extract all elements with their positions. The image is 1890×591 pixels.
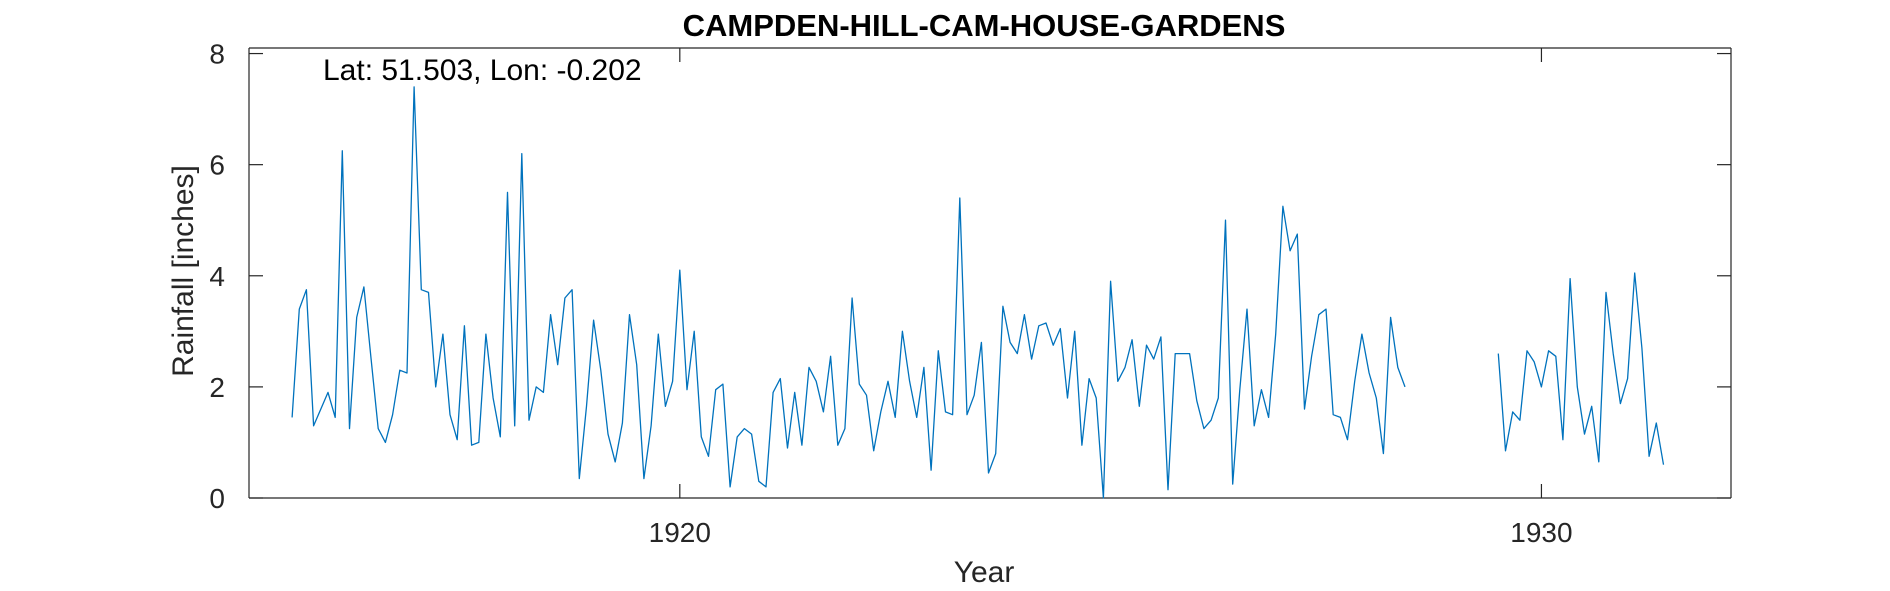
label-layer: 0 2 4 6 8 1920 1930 (209, 39, 1572, 548)
plot-frame (248, 47, 1732, 499)
chart-title: CAMPDEN-HILL-CAM-HOUSE-GARDENS (683, 8, 1286, 43)
y-tick-label: 8 (209, 39, 225, 70)
series-layer (291, 86, 1665, 499)
tick-layer (249, 48, 1731, 499)
rainfall-series-line (291, 86, 1406, 499)
y-tick-label: 0 (209, 483, 225, 514)
location-annotation: Lat: 51.503, Lon: -0.202 (323, 54, 642, 87)
y-tick-label: 4 (209, 261, 225, 292)
x-tick-label: 1930 (1510, 517, 1572, 548)
y-tick-label: 6 (209, 150, 225, 181)
rainfall-series-line (1497, 272, 1665, 465)
x-tick-label: 1920 (649, 517, 711, 548)
x-axis-title: Year (954, 556, 1015, 589)
y-tick-label: 2 (209, 372, 225, 403)
y-axis-title: Rainfall [inches] (167, 165, 200, 377)
